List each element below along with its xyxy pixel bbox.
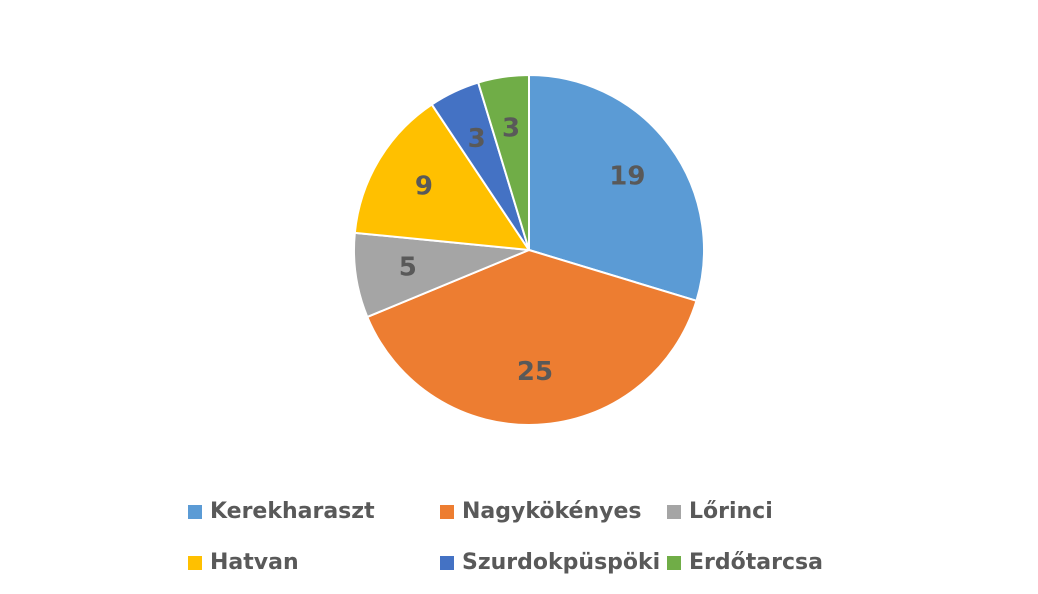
pie-slice (476, 73, 530, 251)
data-label: 3 (502, 113, 520, 143)
data-label: 19 (609, 162, 645, 192)
legend-label: Erdőtarcsa (689, 550, 823, 575)
legend-label: Kerekharaszt (210, 499, 375, 524)
legend-swatch (440, 556, 454, 570)
legend-swatch (188, 505, 202, 519)
legend-swatch (440, 505, 454, 519)
data-label: 5 (399, 252, 417, 282)
data-label: 9 (415, 172, 433, 202)
legend-label: Hatvan (210, 550, 299, 575)
data-label: 25 (517, 357, 553, 387)
legend-swatch (667, 505, 681, 519)
pie-slice (353, 103, 532, 252)
legend-swatch (667, 556, 681, 570)
data-label: 3 (468, 124, 486, 154)
legend-label: Nagykökényes (462, 499, 641, 524)
legend-label: Lőrinci (689, 499, 773, 524)
legend-label: Szurdokpüspöki (462, 550, 660, 575)
pie-slice (366, 248, 698, 426)
legend-swatch (188, 556, 202, 570)
pie-slice (528, 73, 705, 303)
